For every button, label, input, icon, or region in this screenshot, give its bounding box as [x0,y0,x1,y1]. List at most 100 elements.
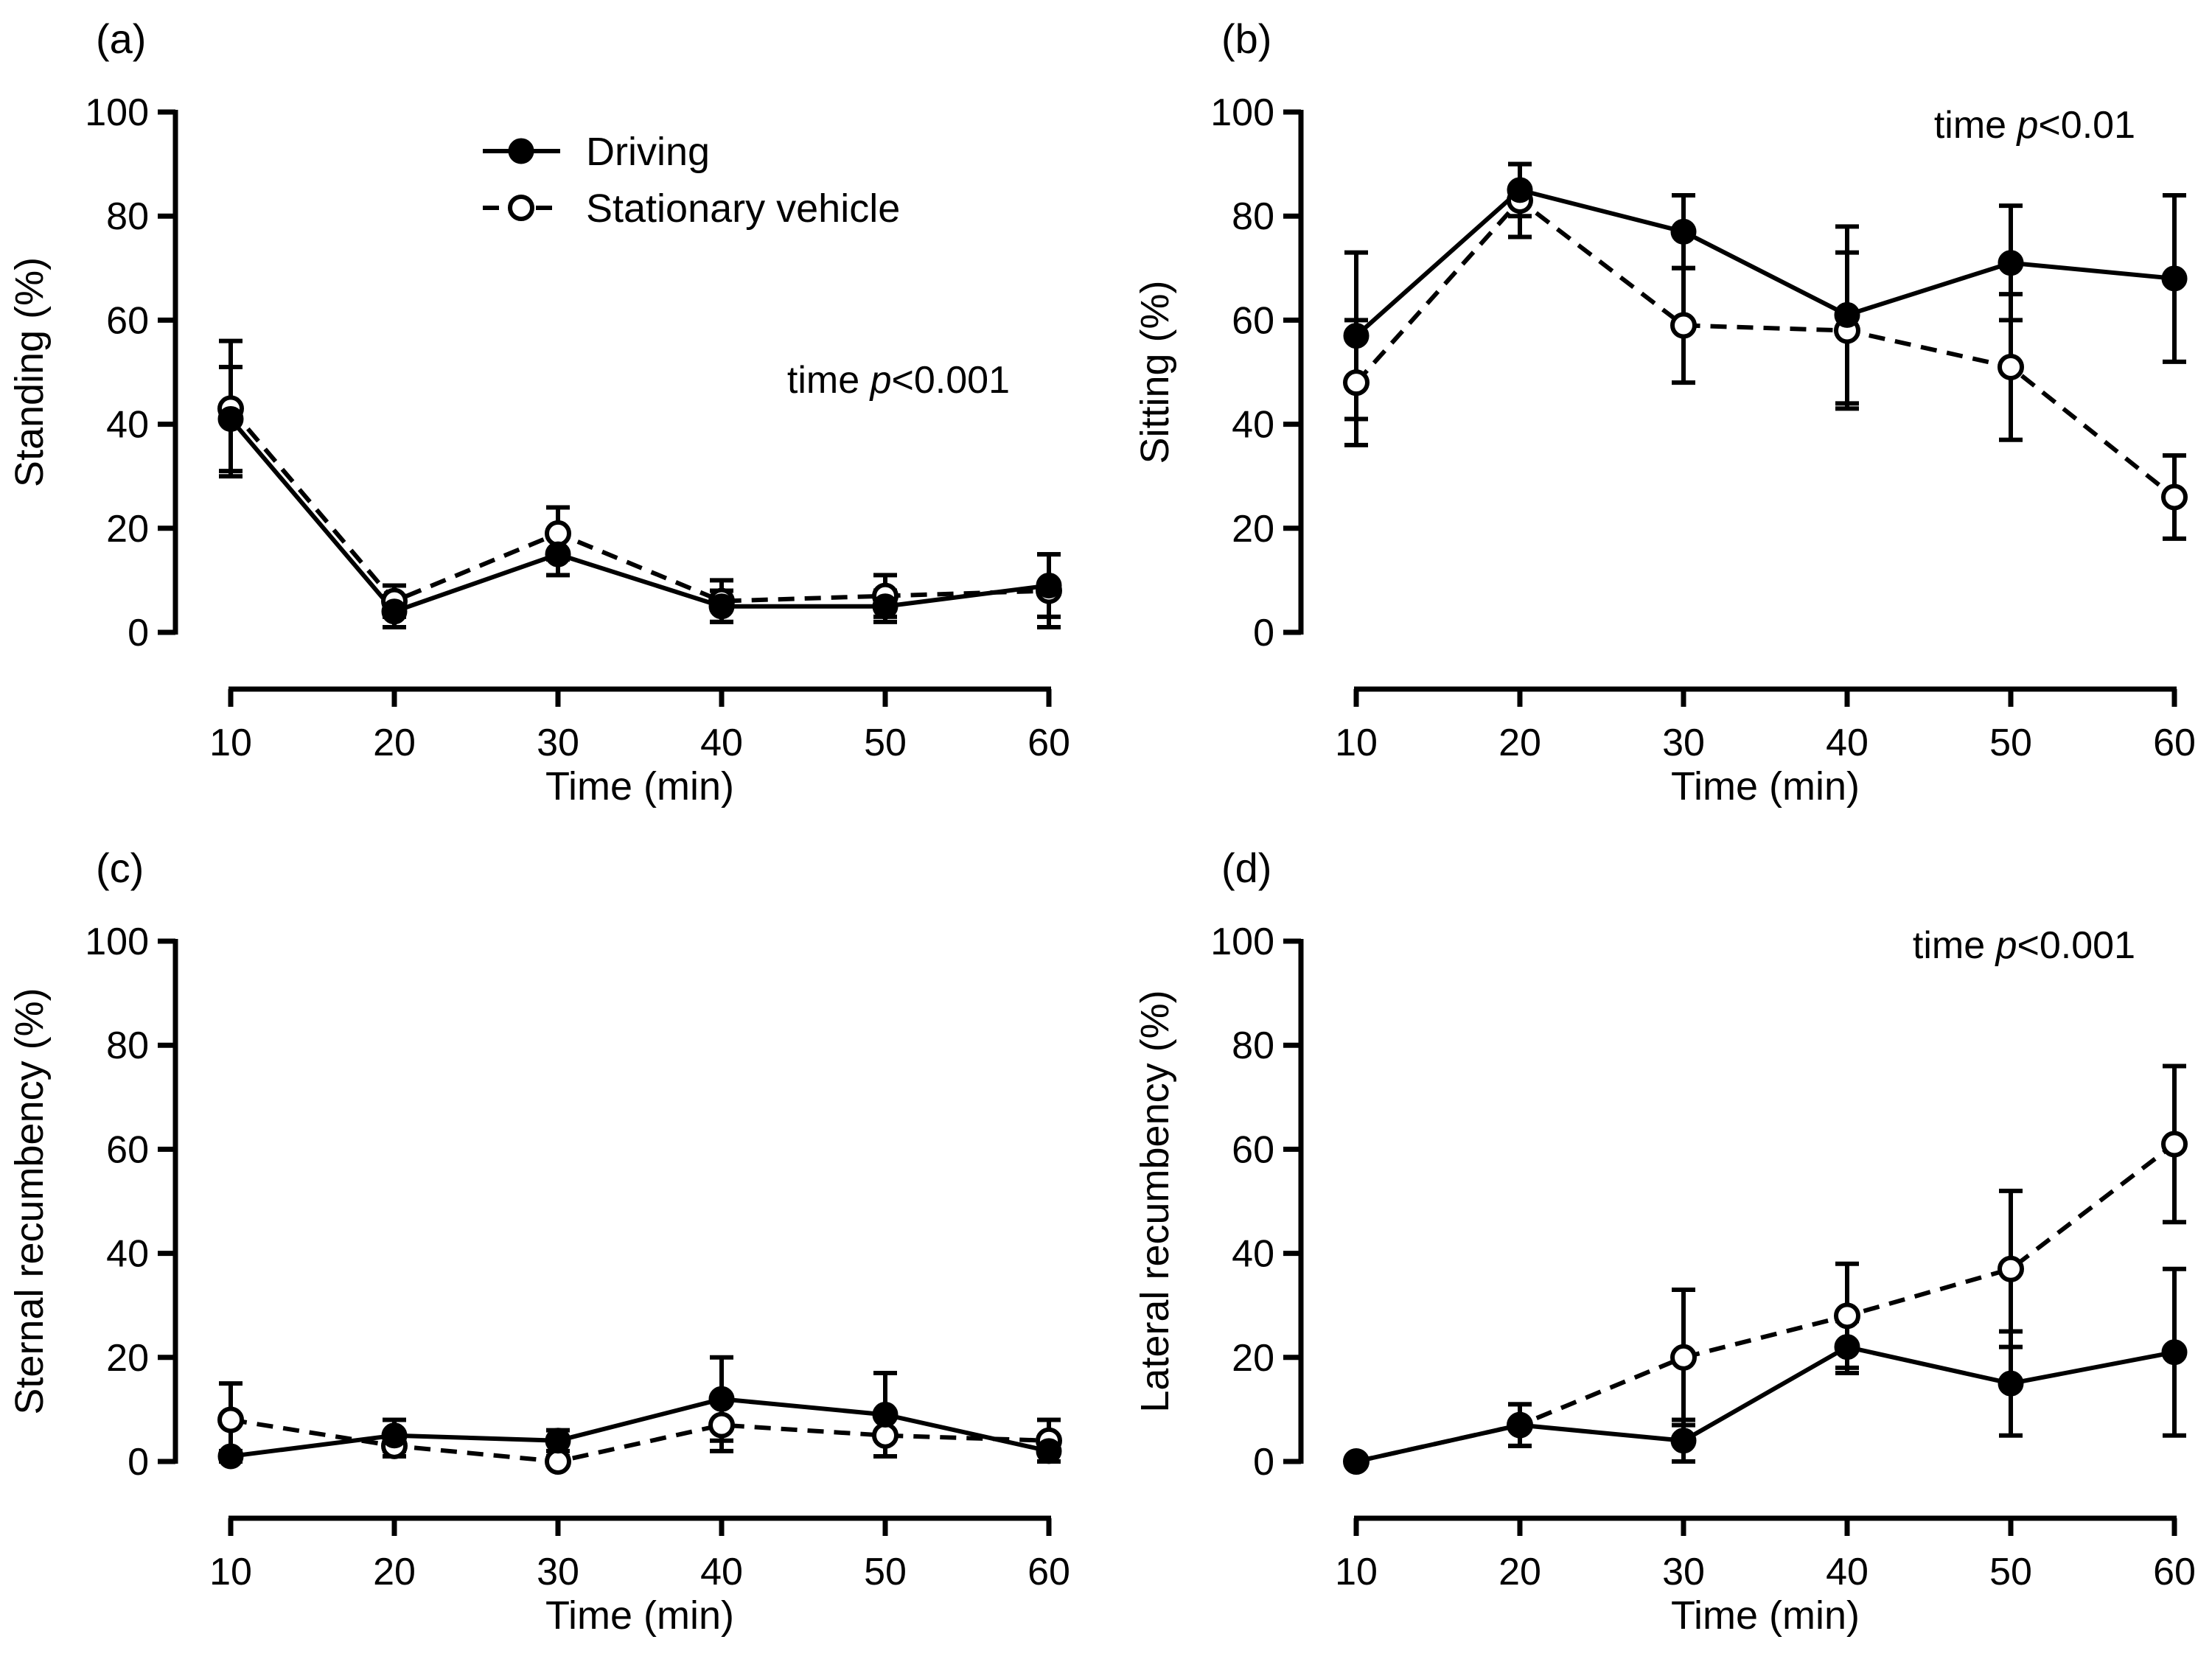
driving-point [872,1401,899,1428]
driving-point [1507,1412,1533,1439]
panel-a: (a) 0 20 40 60 80 100 Standing (%) 10 20 30 40 50 60 T… [7,15,1070,808]
driving-point [1343,323,1370,349]
y-tick-label: 100 [1210,91,1274,134]
y-tick-label: 80 [106,1024,149,1067]
driving-point [1343,1448,1370,1475]
x-tick-label: 30 [537,1551,579,1593]
legend-marker [508,138,534,164]
annotation-suffix: <0.01 [2038,104,2135,147]
x-axis-title: Time (min) [545,1593,734,1638]
x-tick-label: 50 [1989,1551,2032,1593]
stationary-point [1998,353,2024,380]
x-tick-label: 60 [2153,722,2196,764]
annotation-p: p [869,359,892,402]
driving-point [1036,1438,1062,1464]
stationary-point [2161,483,2188,511]
x-tick-label: 40 [1826,1551,1869,1593]
y-tick-label: 80 [1232,195,1274,238]
driving-series-line [1356,1344,2175,1464]
y-tick-label: 20 [1232,1337,1274,1380]
stationary-point [217,1406,244,1433]
x-tick-label: 60 [2153,1551,2196,1593]
driving-point [1670,218,1697,245]
legend-marker [508,195,534,221]
driving-point [545,541,571,567]
x-tick-label: 50 [1989,722,2032,764]
driving-point [1834,1334,1860,1361]
driving-point [708,593,735,620]
driving-point [1998,1370,2024,1397]
panel-label: (b) [1221,15,1271,62]
y-tick-label: 100 [1210,921,1274,963]
x-tick-label: 10 [209,1551,252,1593]
y-tick-label: 60 [1232,1128,1274,1171]
panel-d: (d) 0 20 40 60 80 100 Lateral recumbency (%) 10 2… [1133,845,2196,1638]
x-tick-label: 60 [1028,1551,1070,1593]
driving-point [1036,572,1062,598]
legend-label: Driving [586,130,710,174]
stationary-point [1834,1302,1860,1330]
x-tick-label: 20 [373,1551,416,1593]
x-tick-label: 50 [864,1551,907,1593]
x-tick-label: 30 [1662,722,1705,764]
y-tick-label: 40 [1232,1233,1274,1276]
stationary-point [545,520,571,547]
stationary-series-line [230,1417,1050,1464]
driving-point [1998,250,2024,276]
y-tick-label: 40 [1232,404,1274,447]
y-tick-label: 100 [85,921,149,963]
y-axis-title: Sternal recumbency (%) [7,988,52,1414]
y-tick-label: 80 [1232,1024,1274,1067]
driving-point [217,406,244,433]
driving-series-line [228,417,1050,615]
stationary-point [1998,1255,2024,1282]
panel-c: (c) 0 20 40 60 80 100 Sternal recumbency (%) 10 2… [7,845,1070,1638]
annotation-prefix: time [1913,924,1996,967]
stationary-point [1343,369,1370,397]
y-tick-label: 20 [106,508,149,551]
y-axis-title: Sitting (%) [1133,280,1177,464]
x-tick-label: 10 [209,722,252,764]
driving-point [1670,1428,1697,1454]
panel-label: (c) [96,845,144,891]
x-tick-label: 30 [537,722,579,764]
y-tick-label: 20 [1232,508,1274,551]
legend-item: Stationary vehicle [483,186,900,231]
y-tick-label: 60 [106,1128,149,1171]
stationary-series-line [228,407,1050,604]
driving-point [217,1443,244,1470]
driving-series-line [1355,187,2175,338]
driving-point [708,1386,735,1412]
driving-point [872,593,899,620]
stationary-point [2161,1131,2188,1158]
y-tick-label: 80 [106,195,149,238]
x-tick-label: 40 [700,722,743,764]
driving-point [1834,301,1860,328]
stationary-point [545,1448,571,1475]
significance-annotation: time p<0.001 [787,359,1010,402]
driving-point [2161,1339,2188,1366]
y-tick-label: 60 [106,299,149,342]
annotation-prefix: time [787,359,871,402]
y-tick-label: 40 [106,1233,149,1276]
driving-point [381,598,408,625]
stationary-series-line [1356,1142,2176,1464]
legend: Driving Stationary vehicle [483,130,900,231]
y-tick-label: 40 [106,404,149,447]
y-tick-label: 0 [1253,1441,1274,1484]
driving-point [2161,265,2188,292]
x-tick-label: 40 [700,1551,743,1593]
stationary-point [1670,312,1697,339]
panel-label: (d) [1221,845,1271,891]
x-tick-label: 10 [1335,1551,1378,1593]
significance-annotation: time p<0.001 [1913,924,2135,967]
stationary-point [1670,1344,1697,1371]
stationary-point [872,1422,899,1449]
annotation-suffix: <0.001 [2017,924,2136,967]
panel-label: (a) [96,15,146,62]
y-tick-label: 20 [106,1337,149,1380]
x-axis-title: Time (min) [545,764,734,808]
annotation-p: p [2016,104,2039,147]
